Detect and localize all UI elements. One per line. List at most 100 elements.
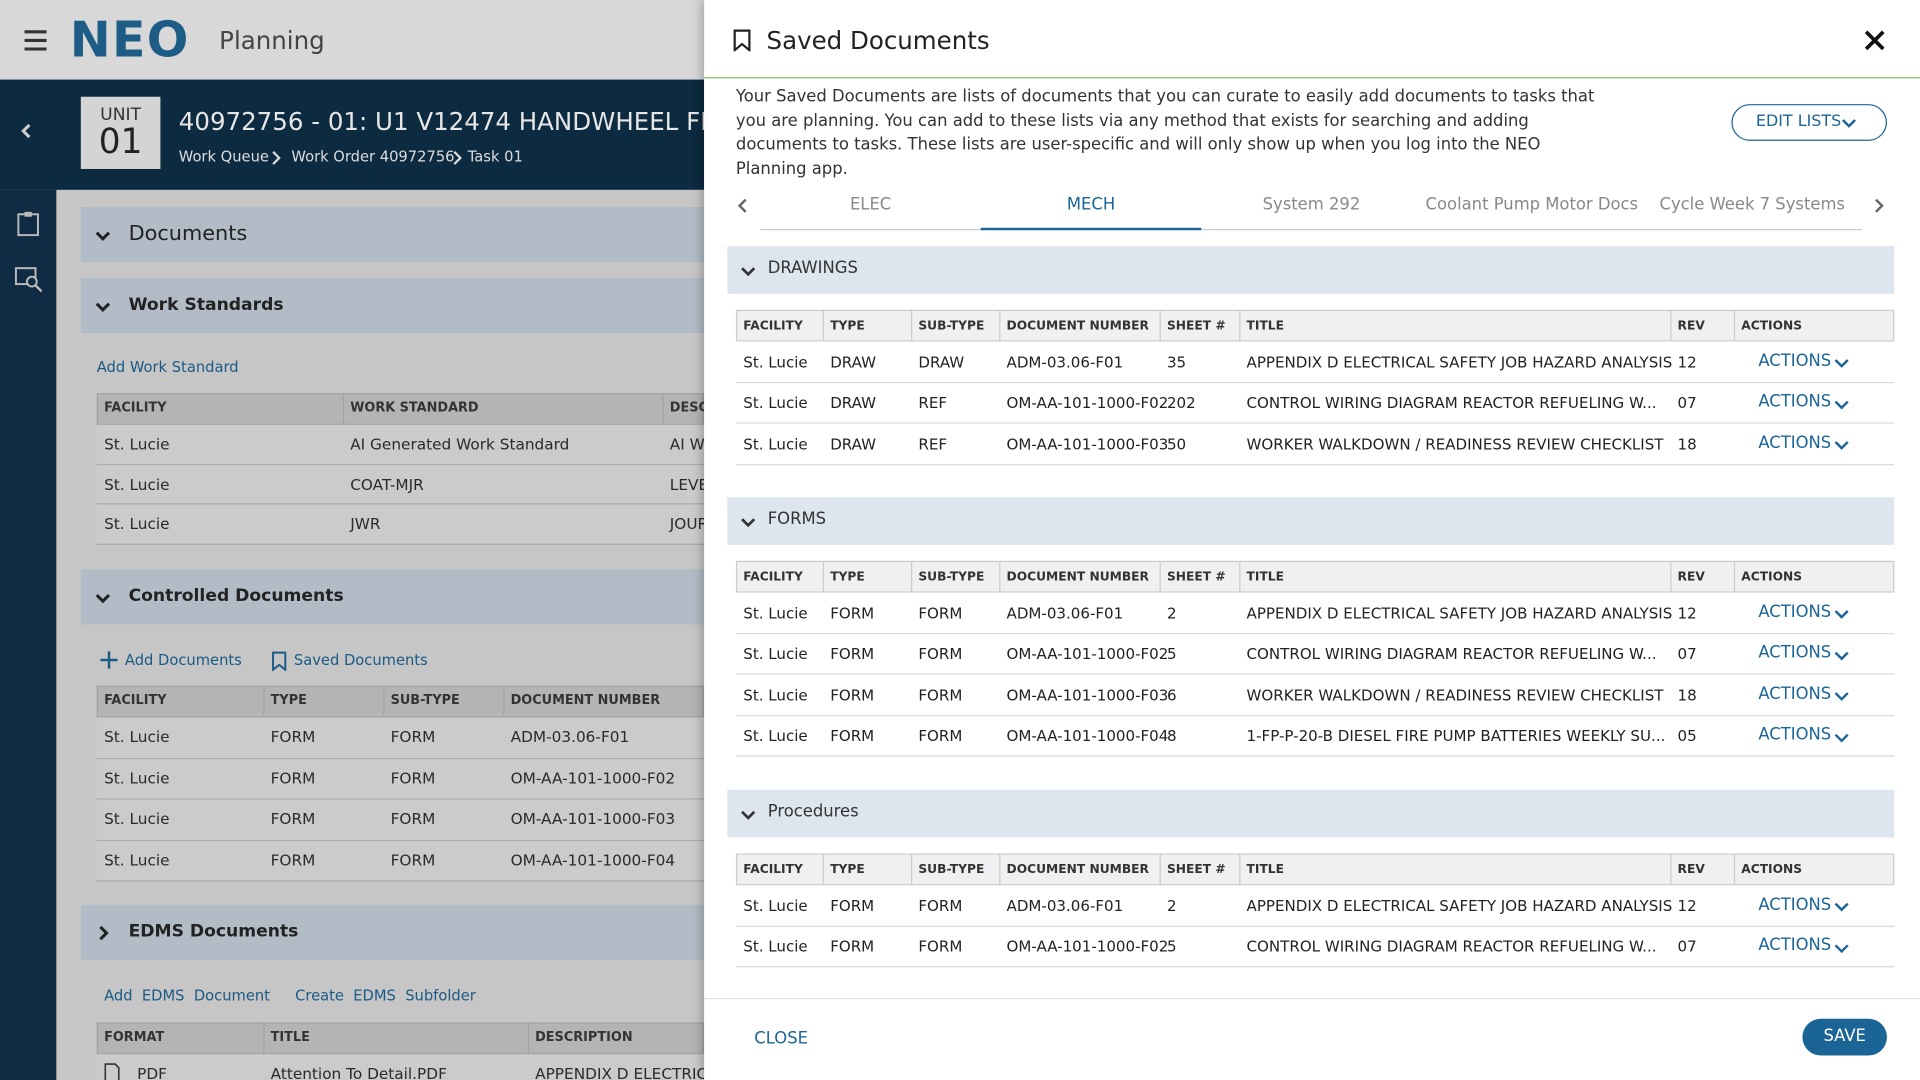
actions-menu[interactable]: ACTIONS bbox=[1758, 434, 1832, 453]
tab-prev[interactable] bbox=[733, 196, 753, 216]
group-title: DRAWINGS bbox=[767, 260, 858, 279]
section-toggle[interactable] bbox=[93, 296, 113, 316]
panel-title: Saved Documents bbox=[766, 25, 990, 56]
tab-next[interactable] bbox=[1869, 196, 1889, 216]
add-link[interactable]: Add EDMS Document bbox=[104, 986, 270, 1005]
table-cell: FORM bbox=[918, 686, 963, 704]
actions-menu[interactable]: ACTIONS bbox=[1758, 896, 1832, 915]
group-toggle[interactable] bbox=[738, 804, 758, 824]
table-cell: St. Lucie bbox=[104, 809, 170, 829]
table-cell: 35 bbox=[1166, 353, 1187, 371]
actions-dropdown[interactable] bbox=[1832, 937, 1852, 957]
active-tab-indicator bbox=[980, 227, 1202, 231]
section-toggle[interactable] bbox=[93, 225, 113, 245]
column-header: DESCRIPTION bbox=[535, 1029, 633, 1045]
actions-dropdown[interactable] bbox=[1832, 353, 1852, 373]
column-divider bbox=[822, 560, 825, 593]
menu-button[interactable] bbox=[23, 29, 47, 51]
table-cell: REF bbox=[918, 435, 948, 453]
actions-menu[interactable]: ACTIONS bbox=[1758, 603, 1832, 622]
actions-menu[interactable]: ACTIONS bbox=[1758, 352, 1832, 371]
column-header: DOCUMENT NUMBER bbox=[1006, 570, 1149, 584]
table-cell: FORM bbox=[918, 645, 963, 663]
column-header: FACILITY bbox=[743, 862, 803, 877]
actions-dropdown[interactable] bbox=[1832, 686, 1852, 706]
table-cell: REF bbox=[918, 394, 948, 412]
actions-dropdown[interactable] bbox=[1832, 604, 1852, 624]
section-header bbox=[80, 904, 705, 960]
table-cell: AI Wo bbox=[669, 434, 714, 454]
actions-dropdown[interactable] bbox=[1832, 896, 1852, 916]
breadcrumb[interactable]: Work Queue bbox=[178, 148, 269, 166]
close-button[interactable]: CLOSE bbox=[754, 1029, 808, 1049]
bookmark-glyph bbox=[272, 651, 287, 672]
table-cell: FORM bbox=[830, 686, 875, 704]
table-header bbox=[96, 685, 705, 718]
actions-menu[interactable]: ACTIONS bbox=[1758, 937, 1832, 956]
column-divider bbox=[263, 1022, 265, 1055]
breadcrumb[interactable]: Work Order 40972756 bbox=[291, 148, 455, 166]
table-cell: St. Lucie bbox=[743, 645, 808, 663]
section-header bbox=[80, 277, 705, 334]
actions-menu[interactable]: ACTIONS bbox=[1758, 644, 1832, 663]
table-cell: CONTROL WIRING DIAGRAM REACTOR REFUELING… bbox=[1246, 938, 1657, 956]
actions-menu[interactable]: ACTIONS bbox=[1758, 393, 1832, 412]
column-header: TITLE bbox=[1246, 318, 1284, 333]
button-label: SAVE bbox=[1823, 1027, 1866, 1046]
column-divider bbox=[342, 393, 345, 425]
close-icon[interactable] bbox=[1864, 29, 1886, 51]
edit-lists-button[interactable]: EDIT LISTS bbox=[1731, 104, 1887, 141]
save-button[interactable]: SAVE bbox=[1802, 1018, 1887, 1056]
section-toggle[interactable] bbox=[93, 587, 113, 607]
table-cell: ADM-03.06-F01 bbox=[1006, 897, 1124, 915]
table-cell: FORM bbox=[270, 850, 316, 870]
table-cell: St. Lucie bbox=[743, 604, 808, 622]
column-header: DOCUMENT NUMBER bbox=[1006, 862, 1149, 877]
section-toggle[interactable] bbox=[93, 923, 113, 943]
back-button[interactable] bbox=[17, 121, 37, 141]
saved-link[interactable]: Saved Documents bbox=[293, 651, 428, 669]
chevron-icon bbox=[453, 151, 462, 165]
tab[interactable]: ELEC bbox=[849, 195, 892, 215]
group-toggle[interactable] bbox=[738, 512, 758, 532]
nav-clipboard[interactable] bbox=[16, 211, 40, 238]
chevron-icon bbox=[741, 518, 756, 528]
chevron-icon bbox=[1834, 733, 1849, 742]
add-link[interactable]: Add Documents bbox=[124, 651, 242, 669]
actions-menu[interactable]: ACTIONS bbox=[1758, 726, 1832, 746]
table-cell: OM-AA-101-1000-F04 bbox=[1006, 727, 1169, 745]
actions-dropdown[interactable] bbox=[1832, 727, 1852, 747]
table-cell: OM-AA-101-1000-F03 bbox=[1006, 435, 1169, 453]
column-header: FACILITY bbox=[104, 400, 167, 416]
table-cell: St. Lucie bbox=[104, 474, 170, 494]
column-header: SUB-TYPE bbox=[390, 693, 460, 708]
tab[interactable]: System 292 bbox=[1262, 195, 1361, 215]
section-title: Work Standards bbox=[128, 295, 284, 315]
column-header: FACILITY bbox=[743, 318, 803, 333]
tab[interactable]: MECH bbox=[1066, 195, 1116, 215]
group-header bbox=[727, 497, 1895, 545]
column-header: SUB-TYPE bbox=[918, 862, 985, 877]
column-header: TITLE bbox=[270, 1029, 310, 1045]
column-divider bbox=[1159, 560, 1161, 593]
actions-menu[interactable]: ACTIONS bbox=[1758, 685, 1832, 705]
table-header bbox=[96, 393, 705, 425]
table-cell: 5 bbox=[1166, 938, 1177, 956]
table-cell: FORM bbox=[390, 809, 436, 829]
add-link[interactable]: Create EDMS Subfolder bbox=[295, 986, 476, 1005]
section-header bbox=[80, 206, 705, 263]
tab[interactable]: Cycle Week 7 Systems bbox=[1659, 195, 1845, 215]
nav-search[interactable] bbox=[14, 266, 44, 293]
actions-dropdown[interactable] bbox=[1832, 394, 1852, 414]
tab[interactable]: Coolant Pump Motor Docs bbox=[1425, 195, 1639, 215]
table-cell: FORM bbox=[918, 897, 963, 915]
table-cell: FORM bbox=[270, 727, 316, 747]
chevron-icon bbox=[1875, 198, 1884, 213]
breadcrumb[interactable]: Task 01 bbox=[467, 148, 523, 166]
table-cell: 18 bbox=[1677, 435, 1697, 453]
group-toggle[interactable] bbox=[738, 261, 758, 281]
add-link[interactable]: Add Work Standard bbox=[96, 358, 239, 376]
actions-dropdown[interactable] bbox=[1832, 435, 1852, 455]
column-header: ACTIONS bbox=[1741, 318, 1803, 333]
actions-dropdown[interactable] bbox=[1832, 645, 1852, 665]
